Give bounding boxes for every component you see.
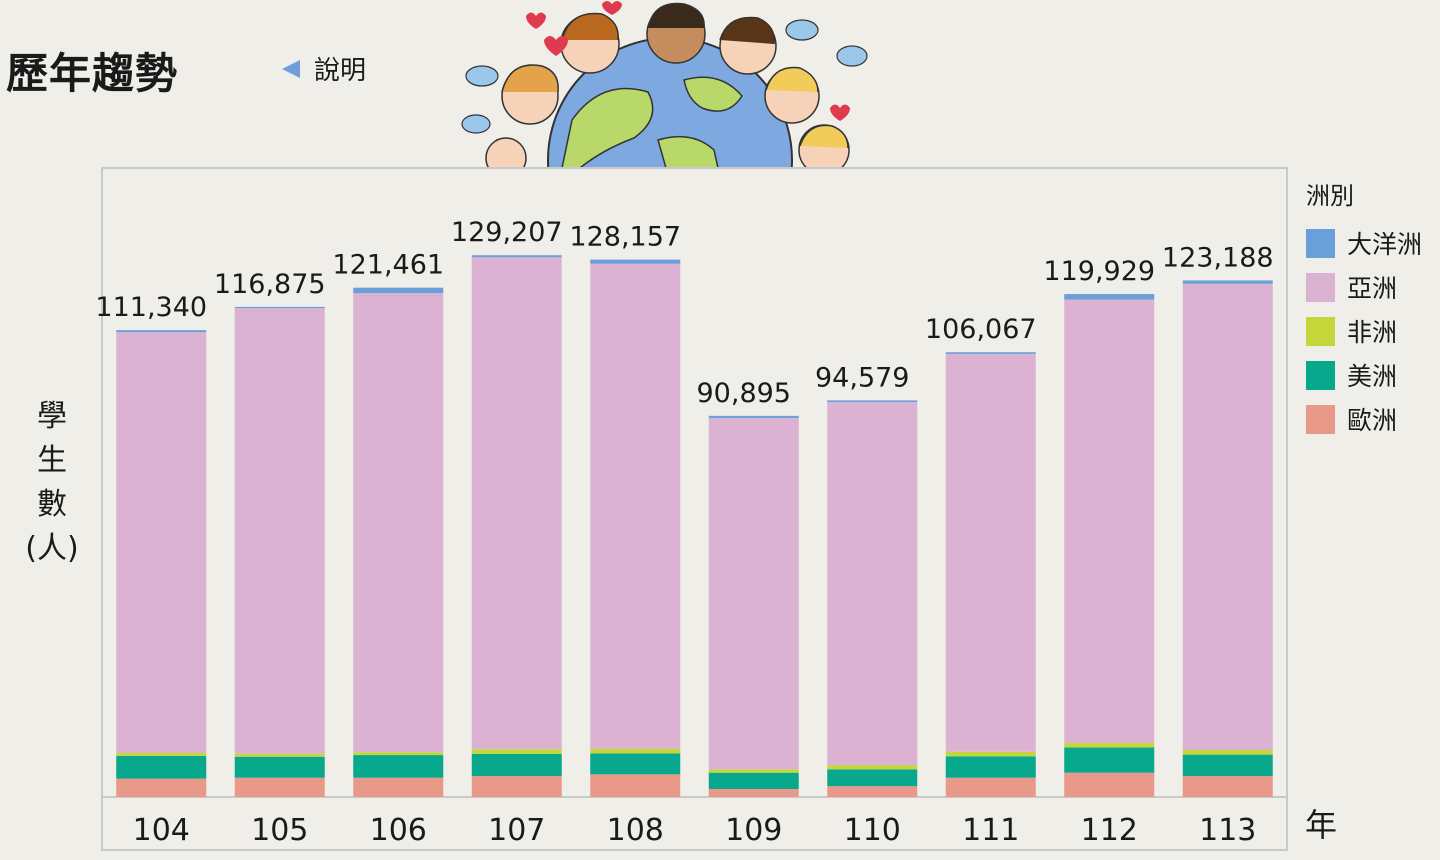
x-axis-label: 年 <box>1305 806 1338 844</box>
legend-swatch <box>1306 316 1335 346</box>
bar-segment-美洲-112 <box>1064 747 1155 773</box>
x-tick-label-111: 111 <box>962 813 1019 848</box>
bar-segment-非洲-104 <box>116 752 207 756</box>
bar-segment-亞洲-109 <box>708 417 799 770</box>
x-tick-label-106: 106 <box>370 813 427 848</box>
bar-segment-非洲-106 <box>353 752 444 756</box>
bar-segment-亞洲-112 <box>1064 299 1155 743</box>
total-label-108: 128,157 <box>569 222 681 253</box>
total-label-104: 111,340 <box>95 292 207 323</box>
bar-segment-非洲-109 <box>708 769 799 773</box>
bar-segment-歐洲-113 <box>1182 776 1273 797</box>
bar-segment-大洋洲-109 <box>708 415 799 418</box>
bar-segment-美洲-106 <box>353 755 444 778</box>
total-label-113: 123,188 <box>1162 242 1274 273</box>
bar-segment-非洲-111 <box>945 751 1036 757</box>
x-tick-label-110: 110 <box>844 813 901 848</box>
bar-segment-亞洲-113 <box>1182 283 1273 751</box>
legend-label: 非洲 <box>1347 318 1398 347</box>
total-label-105: 116,875 <box>214 269 326 300</box>
total-label-109: 90,895 <box>697 378 791 409</box>
bar-segment-大洋洲-113 <box>1182 280 1273 284</box>
bar-segment-非洲-107 <box>471 749 562 754</box>
legend-label: 歐洲 <box>1347 406 1398 435</box>
bar-segment-歐洲-110 <box>827 786 918 797</box>
legend-label: 大洋洲 <box>1347 230 1423 259</box>
x-tick-label-105: 105 <box>251 813 308 848</box>
help-button[interactable]: 說明 <box>282 50 366 87</box>
legend-item: 大洋洲 <box>1306 221 1422 265</box>
bar-segment-美洲-104 <box>116 755 207 779</box>
total-label-111: 106,067 <box>925 314 1037 345</box>
bar-segment-歐洲-111 <box>945 777 1036 797</box>
bar-segment-非洲-112 <box>1064 742 1155 748</box>
legend-swatch <box>1306 360 1335 390</box>
bar-segment-大洋洲-106 <box>353 287 444 294</box>
x-tick-label-113: 113 <box>1199 813 1256 848</box>
total-label-110: 94,579 <box>815 362 909 393</box>
bar-segment-亞洲-105 <box>234 308 325 754</box>
legend-label: 亞洲 <box>1347 274 1398 303</box>
bar-segment-歐洲-112 <box>1064 772 1155 797</box>
triangle-left-icon <box>282 59 300 78</box>
x-tick-label-104: 104 <box>133 813 190 848</box>
bar-segment-歐洲-104 <box>116 778 207 797</box>
legend-swatch <box>1306 404 1335 434</box>
total-label-112: 119,929 <box>1043 256 1155 287</box>
plot-frame <box>101 167 1288 851</box>
total-label-106: 121,461 <box>332 250 444 281</box>
legend-item: 歐洲 <box>1306 397 1422 441</box>
legend-item: 美洲 <box>1306 353 1422 397</box>
bar-segment-美洲-105 <box>234 756 325 778</box>
bar-segment-美洲-110 <box>827 769 918 787</box>
bar-segment-歐洲-105 <box>234 777 325 797</box>
bar-segment-大洋洲-112 <box>1064 294 1155 300</box>
legend-swatch <box>1306 228 1335 258</box>
bar-segment-亞洲-111 <box>945 353 1036 752</box>
bar-segment-大洋洲-107 <box>471 255 562 258</box>
bar-segment-大洋洲-104 <box>116 330 207 333</box>
bar-segment-歐洲-109 <box>708 789 799 797</box>
bar-segment-亞洲-104 <box>116 332 207 753</box>
legend-title: 洲別 <box>1306 182 1354 210</box>
bar-segment-美洲-107 <box>471 753 562 777</box>
bar-segment-亞洲-106 <box>353 293 444 753</box>
bar-segment-非洲-108 <box>590 748 681 754</box>
x-tick-label-107: 107 <box>488 813 545 848</box>
bar-segment-大洋洲-108 <box>590 259 681 264</box>
bar-segment-美洲-109 <box>708 772 799 790</box>
y-axis-label: 學生數 (人) <box>25 399 79 566</box>
bar-segment-亞洲-108 <box>590 263 681 749</box>
bar-segment-歐洲-108 <box>590 774 681 797</box>
bar-segment-大洋洲-110 <box>827 400 918 403</box>
legend: 洲別 大洋洲亞洲非洲美洲歐洲 <box>1306 176 1422 441</box>
legend-label: 美洲 <box>1347 362 1398 391</box>
bar-segment-非洲-113 <box>1182 750 1273 755</box>
help-label: 說明 <box>314 56 367 86</box>
bar-segment-非洲-105 <box>234 753 325 757</box>
page-title: 歷年趨勢 <box>6 49 179 98</box>
x-tick-label-108: 108 <box>607 813 664 848</box>
bar-segment-歐洲-107 <box>471 776 562 797</box>
bar-segment-美洲-113 <box>1182 754 1273 777</box>
bar-segment-美洲-108 <box>590 753 681 775</box>
bar-segment-大洋洲-111 <box>945 352 1036 354</box>
legend-swatch <box>1306 272 1335 302</box>
x-tick-label-109: 109 <box>725 813 782 848</box>
x-tick-label-112: 112 <box>1081 813 1138 848</box>
bar-segment-亞洲-110 <box>827 402 918 766</box>
legend-item: 非洲 <box>1306 309 1422 353</box>
bar-segment-非洲-110 <box>827 765 918 770</box>
globe-children-illustration <box>461 1 868 168</box>
bar-segment-大洋洲-105 <box>234 306 325 309</box>
legend-item: 亞洲 <box>1306 265 1422 309</box>
total-label-107: 129,207 <box>451 217 563 248</box>
bar-segment-美洲-111 <box>945 756 1036 778</box>
bar-segment-亞洲-107 <box>471 257 562 750</box>
bar-segment-歐洲-106 <box>353 777 444 797</box>
